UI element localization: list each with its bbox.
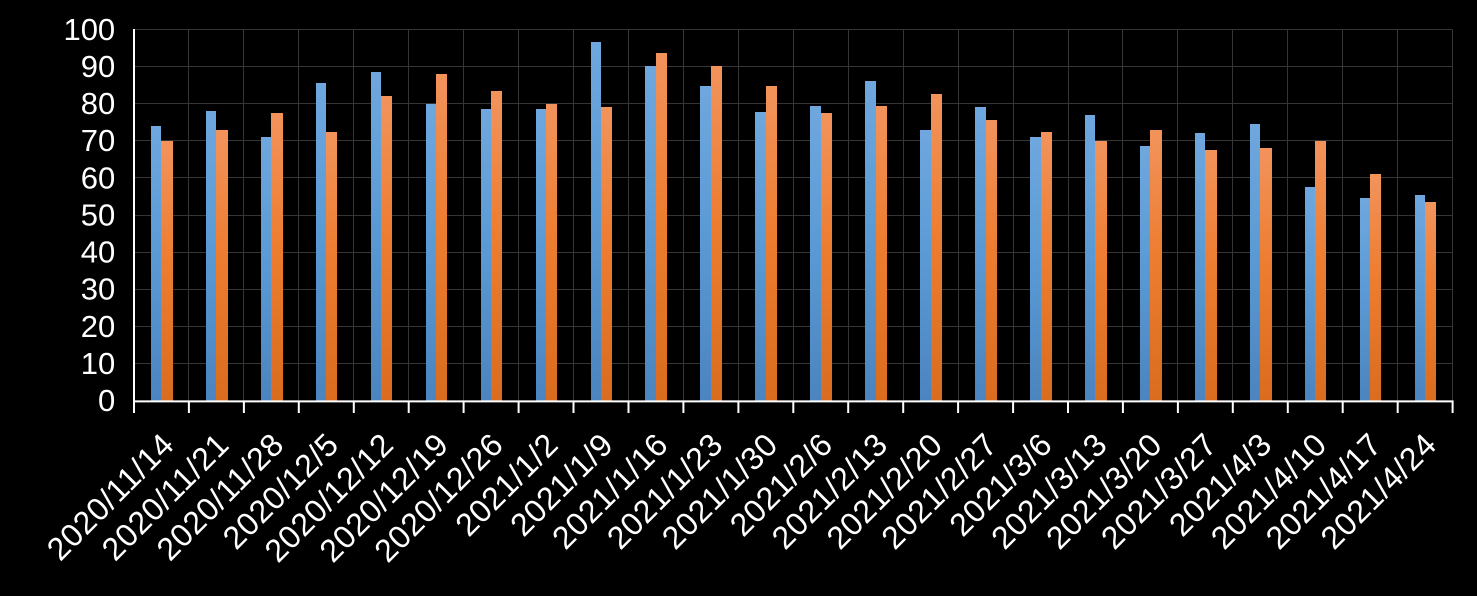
svg-text:30: 30	[81, 272, 115, 307]
svg-text:90: 90	[81, 49, 115, 84]
svg-text:20: 20	[81, 309, 115, 344]
svg-text:60: 60	[81, 160, 115, 195]
svg-text:50: 50	[81, 197, 115, 232]
svg-text:0: 0	[98, 383, 115, 418]
svg-text:100: 100	[63, 12, 115, 47]
svg-text:70: 70	[81, 123, 115, 158]
svg-text:80: 80	[81, 86, 115, 121]
svg-text:10: 10	[81, 346, 115, 381]
svg-text:40: 40	[81, 235, 115, 270]
